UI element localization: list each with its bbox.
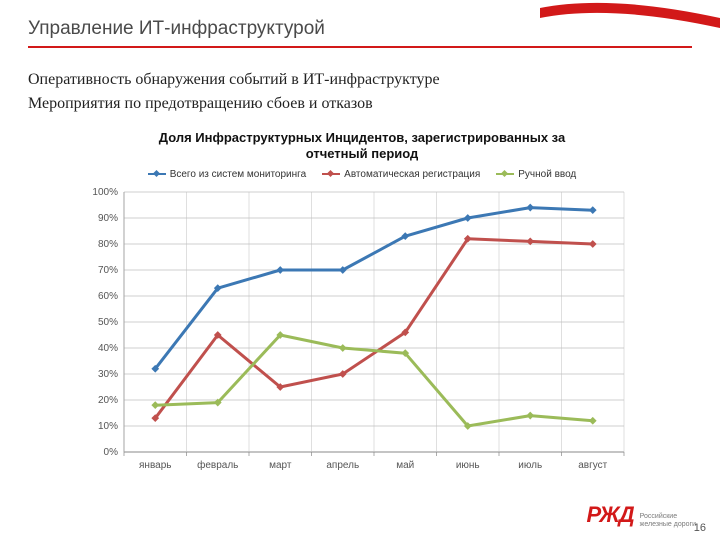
page-number: 16 (694, 522, 706, 534)
subtitle-1: Оперативность обнаружения событий в ИТ-и… (28, 69, 692, 91)
legend-item: Автоматическая регистрация (322, 169, 480, 180)
series-marker (589, 417, 597, 425)
legend-item: Всего из систем мониторинга (148, 169, 306, 180)
series-marker (276, 266, 284, 274)
series-marker (589, 206, 597, 214)
title-underline (28, 46, 692, 48)
svg-text:40%: 40% (98, 343, 118, 354)
svg-text:70%: 70% (98, 265, 118, 276)
legend-swatch (148, 173, 166, 176)
series-marker (526, 203, 534, 211)
series-marker (151, 401, 159, 409)
chart-title-line2: отчетный период (306, 146, 419, 161)
subtitle-2: Мероприятия по предотвращению сбоев и от… (28, 93, 692, 115)
svg-text:30%: 30% (98, 369, 118, 380)
svg-text:август: август (578, 460, 607, 471)
series-marker (339, 344, 347, 352)
svg-text:20%: 20% (98, 395, 118, 406)
svg-text:июль: июль (518, 460, 542, 471)
svg-text:февраль: февраль (197, 459, 238, 471)
logo-primary: РЖД (587, 502, 634, 528)
svg-text:80%: 80% (98, 239, 118, 250)
logo-caption: Российскиежелезные дороги (640, 513, 696, 528)
line-chart: 0% 10% 20% 30% 40% 50% 60% 70% 80% 90% 100% январь ф… (82, 186, 634, 478)
svg-text:0%: 0% (104, 447, 119, 458)
chart-title: Доля Инфраструктурных Инцидентов, зареги… (82, 130, 642, 163)
chart-container: Доля Инфраструктурных Инцидентов, зареги… (82, 130, 642, 478)
chart-title-line1: Доля Инфраструктурных Инцидентов, зареги… (159, 130, 565, 145)
svg-text:апрель: апрель (326, 460, 359, 471)
header-swoosh-decoration (540, 0, 720, 46)
svg-text:март: март (269, 460, 292, 471)
svg-text:60%: 60% (98, 291, 118, 302)
svg-text:июнь: июнь (456, 460, 480, 471)
legend-swatch (496, 173, 514, 176)
chart-legend: Всего из систем мониторинга Автоматическа… (82, 169, 642, 180)
svg-text:10%: 10% (98, 421, 118, 432)
svg-text:май: май (396, 460, 414, 471)
svg-text:100%: 100% (92, 187, 118, 198)
series-marker (589, 240, 597, 248)
series-marker (464, 214, 472, 222)
svg-text:90%: 90% (98, 213, 118, 224)
brand-logo: РЖД Российскиежелезные дороги (587, 502, 696, 528)
series-marker (526, 411, 534, 419)
svg-text:50%: 50% (98, 317, 118, 328)
legend-swatch (322, 173, 340, 176)
legend-item: Ручной ввод (496, 169, 576, 180)
svg-text:январь: январь (139, 460, 171, 471)
